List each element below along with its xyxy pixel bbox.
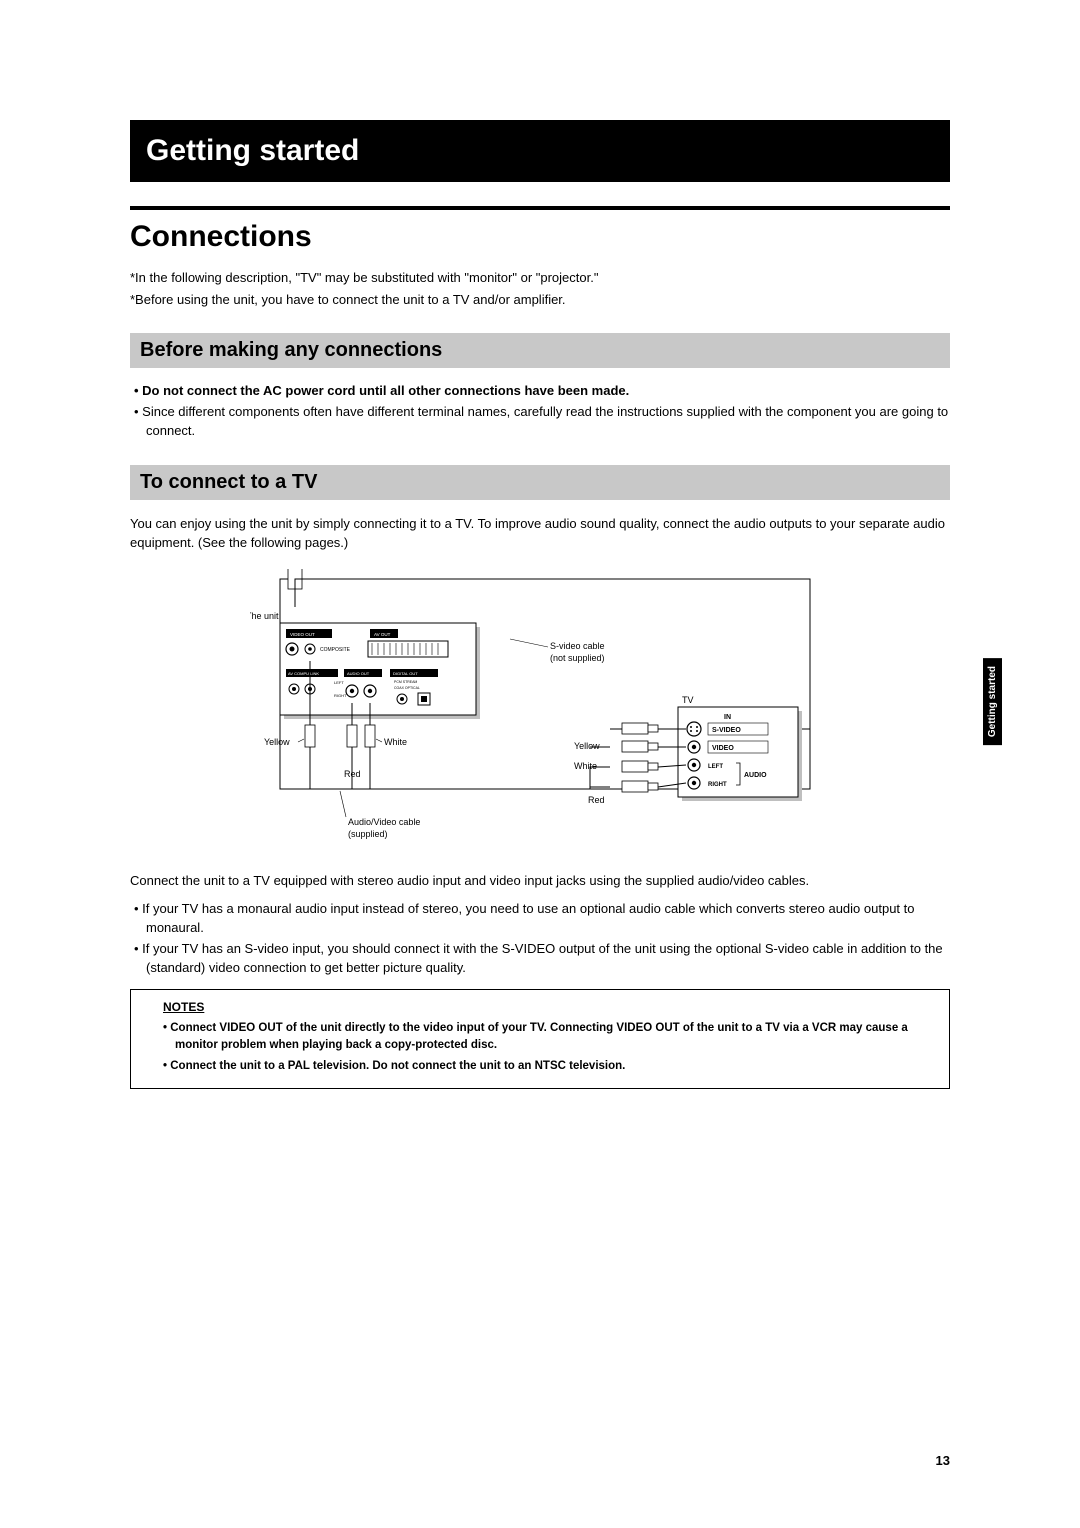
bullet-item: If your TV has a monaural audio input in…	[130, 900, 950, 938]
svg-text:(supplied): (supplied)	[348, 829, 388, 839]
svg-text:VIDEO: VIDEO	[712, 745, 734, 752]
svg-text:AUDIO: AUDIO	[744, 772, 767, 779]
before-connections-list: Do not connect the AC power cord until a…	[130, 382, 950, 441]
svg-text:DIGITAL OUT: DIGITAL OUT	[393, 671, 418, 676]
bullet-item: Do not connect the AC power cord until a…	[130, 382, 950, 401]
svg-text:COAX OPTICAL: COAX OPTICAL	[394, 686, 420, 690]
subsection-connect-tv: To connect to a TV	[130, 465, 950, 500]
svg-text:RIGHT: RIGHT	[334, 693, 347, 698]
svg-text:RIGHT: RIGHT	[708, 782, 727, 788]
svg-text:LEFT: LEFT	[334, 680, 344, 685]
label-svideo-cable: S-video cable	[550, 641, 605, 651]
connection-diagram: The unit VIDEO OUT COMPOSITE AV OUT AV C…	[130, 569, 950, 849]
after-diagram-text: Connect the unit to a TV equipped with s…	[130, 871, 950, 891]
side-tab: Getting started	[983, 658, 1002, 745]
svg-text:Yellow: Yellow	[264, 737, 290, 747]
svg-text:S-VIDEO: S-VIDEO	[712, 727, 741, 734]
svg-text:AUDIO OUT: AUDIO OUT	[347, 671, 370, 676]
svg-text:White: White	[574, 761, 597, 771]
intro-block: *In the following description, "TV" may …	[130, 268, 950, 309]
svg-text:VIDEO OUT: VIDEO OUT	[290, 632, 315, 637]
intro-line-2: *Before using the unit, you have to conn…	[130, 290, 950, 310]
svg-text:Audio/Video cable: Audio/Video cable	[348, 817, 420, 827]
note-item: Connect VIDEO OUT of the unit directly t…	[175, 1020, 935, 1053]
chapter-heading: Getting started	[130, 120, 950, 182]
svg-text:AV COMPU LINK: AV COMPU LINK	[288, 671, 319, 676]
label-the-unit: The unit	[250, 611, 279, 621]
svg-text:TV: TV	[682, 695, 694, 705]
notes-box: NOTES Connect VIDEO OUT of the unit dire…	[130, 989, 950, 1089]
note-item: Connect the unit to a PAL television. Do…	[175, 1058, 935, 1075]
svg-text:(not supplied): (not supplied)	[550, 653, 605, 663]
svg-text:COMPOSITE: COMPOSITE	[320, 647, 351, 653]
bullet-item: Since different components often have di…	[130, 403, 950, 441]
page-number: 13	[936, 1453, 950, 1468]
svg-text:LEFT: LEFT	[708, 764, 723, 770]
connect-tv-lead: You can enjoy using the unit by simply c…	[130, 514, 950, 553]
after-diagram-list: If your TV has a monaural audio input in…	[130, 900, 950, 977]
subsection-before-connections: Before making any connections	[130, 333, 950, 368]
svg-text:Yellow: Yellow	[574, 741, 600, 751]
svg-text:Red: Red	[588, 795, 605, 805]
section-title: Connections	[130, 220, 950, 254]
notes-title: NOTES	[163, 1000, 935, 1014]
svg-text:IN: IN	[724, 714, 731, 721]
svg-text:White: White	[384, 737, 407, 747]
section-rule	[130, 206, 950, 210]
bullet-item: If your TV has an S-video input, you sho…	[130, 940, 950, 978]
svg-text:PCM STREAM: PCM STREAM	[394, 680, 417, 684]
svg-text:AV OUT: AV OUT	[374, 632, 391, 637]
intro-line-1: *In the following description, "TV" may …	[130, 268, 950, 288]
